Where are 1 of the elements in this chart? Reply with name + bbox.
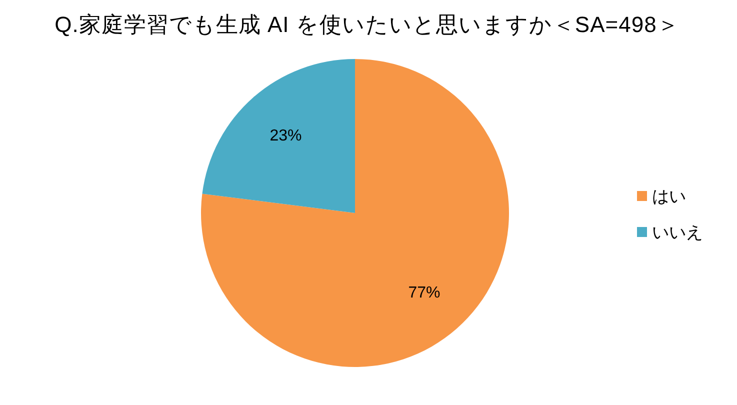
title: Q.家庭学習でも生成 AI を使いたいと思いますか＜SA=498＞ bbox=[54, 12, 680, 37]
